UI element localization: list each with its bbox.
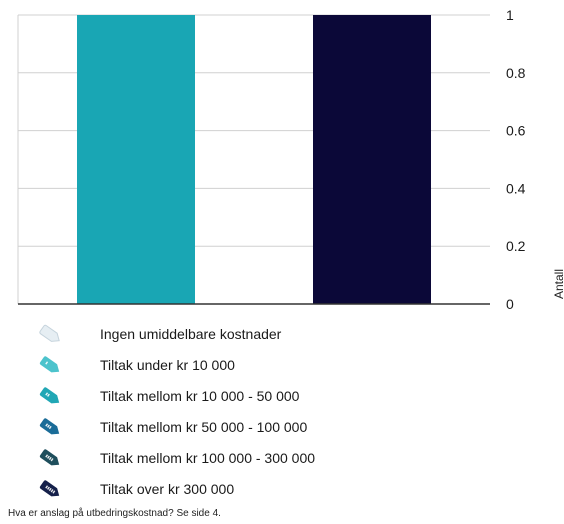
legend-label: Tiltak mellom kr 10 000 - 50 000 — [100, 388, 300, 404]
legend-item: Tiltak mellom kr 100 000 - 300 000 — [36, 444, 556, 474]
legend-item: Tiltak over kr 300 000 — [36, 475, 556, 505]
legend-item: Ingen umiddelbare kostnader — [36, 320, 556, 350]
tag-empty-icon — [36, 322, 66, 348]
legend-item: Tiltak under kr 10 000 — [36, 351, 556, 381]
legend-item: Tiltak mellom kr 10 000 - 50 000 — [36, 382, 556, 412]
y-tick-label: 0.8 — [506, 65, 526, 81]
y-axis-label: Antall — [552, 269, 564, 299]
legend-label: Tiltak under kr 10 000 — [100, 357, 235, 373]
tag-1-icon — [36, 353, 66, 379]
y-tick-label: 0.4 — [506, 180, 526, 196]
legend-item: Tiltak mellom kr 50 000 - 100 000 — [36, 413, 556, 443]
tag-3-icon — [36, 415, 66, 441]
y-tick-label: 0 — [506, 296, 514, 312]
y-tick-labels: 0 0.2 0.4 0.6 0.8 1 — [506, 7, 526, 312]
tag-4-icon — [36, 446, 66, 472]
y-tick-label: 0.6 — [506, 123, 526, 139]
tag-5-icon — [36, 477, 66, 503]
legend-label: Tiltak over kr 300 000 — [100, 481, 235, 497]
bar-1 — [77, 15, 195, 304]
bar-chart: 0 0.2 0.4 0.6 0.8 1 Antall — [17, 7, 564, 312]
bar-2 — [313, 15, 431, 304]
y-tick-label: 0.2 — [506, 238, 526, 254]
tag-2-icon — [36, 384, 66, 410]
legend-label: Tiltak mellom kr 100 000 - 300 000 — [100, 450, 316, 466]
legend-label: Ingen umiddelbare kostnader — [100, 326, 282, 342]
bars — [77, 15, 431, 304]
footnote: Hva er anslag på utbedringskostnad? Se s… — [8, 508, 221, 519]
legend-label: Tiltak mellom kr 50 000 - 100 000 — [100, 419, 308, 435]
y-tick-label: 1 — [506, 7, 514, 23]
